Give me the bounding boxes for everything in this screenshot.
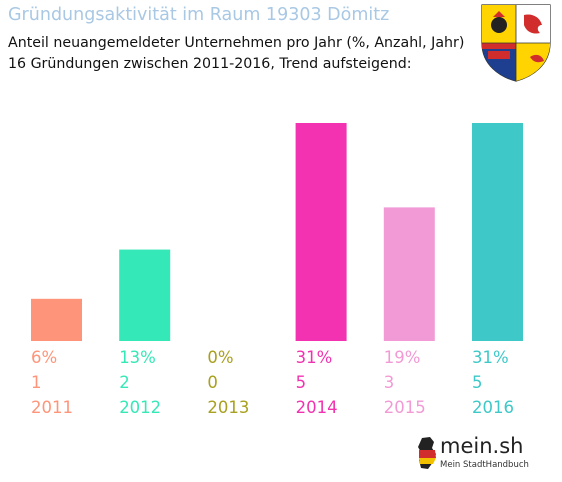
percent-label-2016: 31% (472, 348, 509, 367)
logo-name: mein.sh (440, 434, 524, 458)
bar-2016 (472, 123, 523, 341)
bar-2011 (31, 298, 82, 341)
coat-of-arms-icon (481, 4, 551, 82)
year-label-2012: 2012 (119, 398, 162, 417)
percent-label-2014: 31% (295, 348, 333, 367)
count-label-2013: 0 (207, 373, 218, 392)
germany-map-icon (418, 437, 436, 469)
year-label-2016: 2016 (472, 398, 514, 417)
year-label-2011: 2011 (31, 398, 73, 417)
percent-label-2011: 6% (31, 348, 58, 367)
count-label-2015: 3 (383, 373, 395, 392)
year-label-2015: 2015 (383, 398, 426, 417)
percent-label-2012: 13% (119, 348, 156, 367)
year-label-2014: 2014 (295, 398, 338, 417)
page-title: Gründungsaktivität im Raum 19303 Dömitz (8, 5, 390, 25)
count-label-2012: 2 (119, 373, 130, 392)
year-label-2013: 2013 (207, 398, 250, 417)
percent-label-2013: 0% (207, 348, 234, 367)
bar-2012 (119, 249, 171, 341)
bar-2014 (295, 123, 347, 341)
count-label-2014: 5 (295, 373, 307, 392)
count-label-2016: 5 (472, 373, 483, 392)
chart-subtitle: Anteil neuangemeldeter Unternehmen pro J… (8, 35, 465, 51)
logo-tagline: Mein StadtHandbuch (440, 460, 529, 470)
mein-sh-logo[interactable]: mein.sh Mein StadtHandbuch (416, 432, 529, 476)
percent-label-2015: 19% (383, 348, 421, 367)
chart-summary: 16 Gründungen zwischen 2011-2016, Trend … (8, 56, 412, 72)
count-label-2011: 1 (31, 373, 42, 392)
bar-2015 (383, 207, 435, 341)
